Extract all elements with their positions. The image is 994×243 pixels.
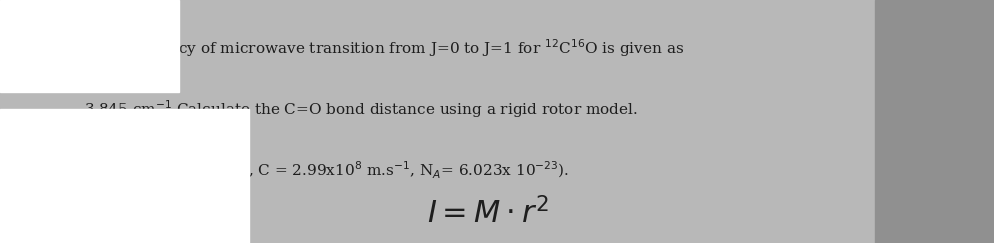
Text: $\mathit{I = M \cdot r^2}$: $\mathit{I = M \cdot r^2}$ xyxy=(427,198,549,230)
Bar xyxy=(875,0,994,243)
Polygon shape xyxy=(0,109,248,243)
Text: The frequency of microwave transition from J=0 to J=1 for $^{12}$C$^{16}$O is gi: The frequency of microwave transition fr… xyxy=(84,38,685,60)
Text: 3.845 cm$^{-1}$.Calculate the C=O bond distance using a rigid rotor model.: 3.845 cm$^{-1}$.Calculate the C=O bond d… xyxy=(84,98,638,120)
Polygon shape xyxy=(0,0,179,92)
Text: (h = 6.627x 10$^{-34}$ J.S, C = 2.99x10$^{8}$ m.s$^{-1}$, N$_{A}$= 6.023x 10$^{-: (h = 6.627x 10$^{-34}$ J.S, C = 2.99x10$… xyxy=(84,159,570,181)
